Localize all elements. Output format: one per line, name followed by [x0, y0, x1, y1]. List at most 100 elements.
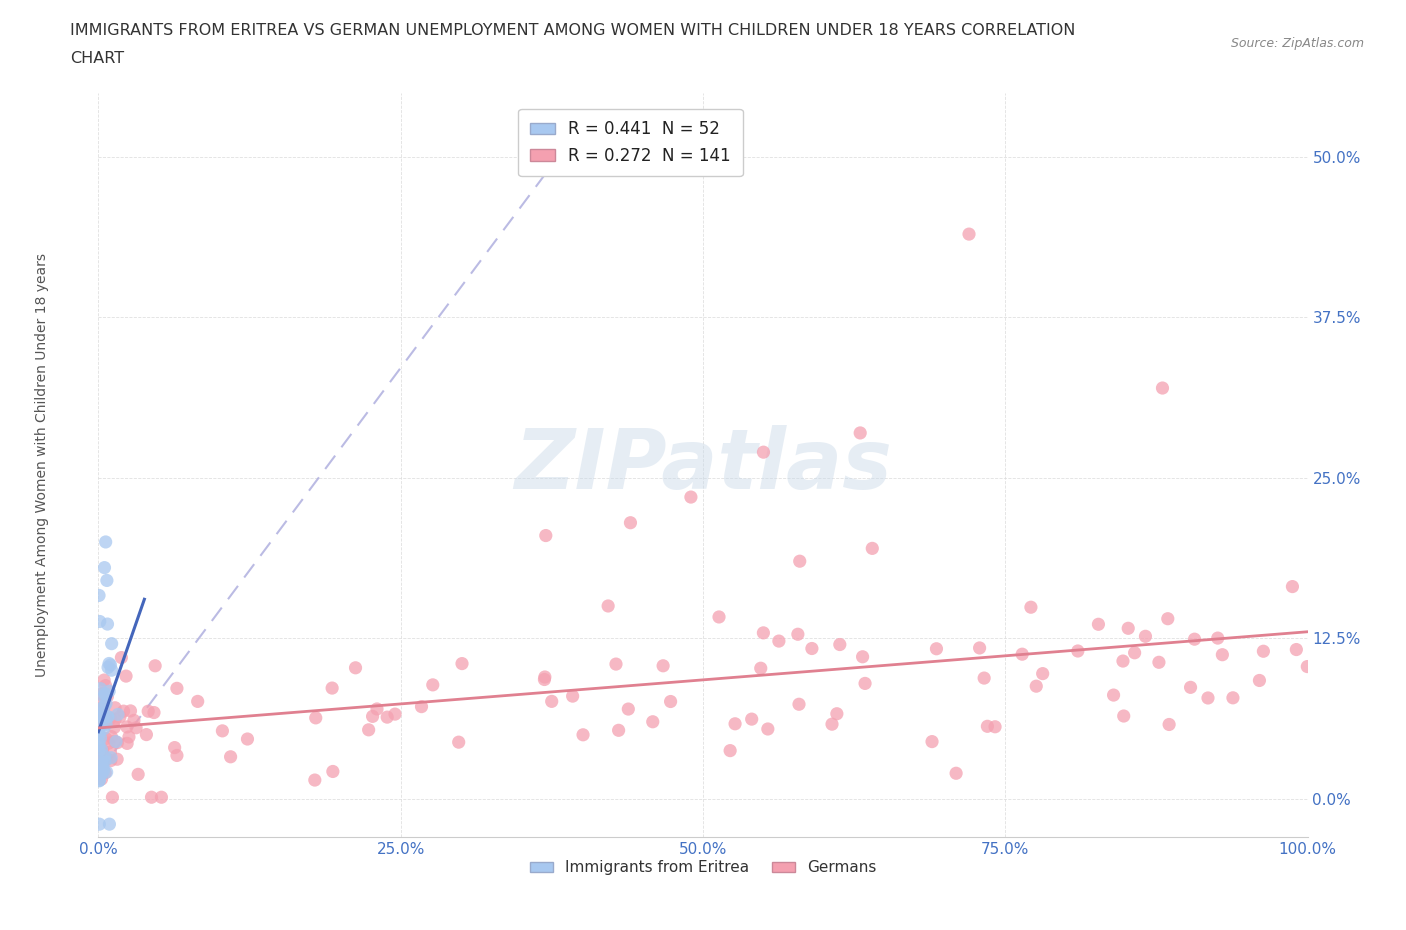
Text: Source: ZipAtlas.com: Source: ZipAtlas.com	[1230, 37, 1364, 50]
Point	[1184, 631, 1206, 646]
Point	[103, 734, 125, 749]
Point	[969, 641, 991, 656]
Point	[94, 687, 117, 702]
Point	[135, 727, 157, 742]
Point	[1249, 673, 1271, 688]
Point	[921, 734, 943, 749]
Point	[533, 672, 555, 687]
Point	[89, 712, 111, 727]
Point	[91, 708, 114, 723]
Point	[707, 609, 730, 624]
Text: Unemployment Among Women with Children Under 18 years: Unemployment Among Women with Children U…	[35, 253, 49, 677]
Point	[1135, 629, 1157, 644]
Point	[93, 762, 115, 777]
Point	[1147, 655, 1170, 670]
Point	[105, 751, 128, 766]
Point	[976, 719, 998, 734]
Point	[211, 724, 233, 738]
Point	[97, 710, 120, 724]
Point	[973, 671, 995, 685]
Point	[789, 553, 811, 568]
Point	[641, 714, 664, 729]
Point	[752, 625, 775, 640]
Point	[1112, 654, 1135, 669]
Point	[768, 633, 790, 648]
Point	[1253, 644, 1275, 658]
Text: ZIPatlas: ZIPatlas	[515, 424, 891, 506]
Point	[366, 701, 388, 716]
Point	[100, 658, 122, 672]
Point	[94, 678, 117, 693]
Point	[94, 686, 117, 701]
Point	[87, 588, 110, 603]
Point	[96, 751, 118, 766]
Point	[104, 700, 127, 715]
Point	[752, 445, 775, 459]
Point	[756, 722, 779, 737]
Point	[821, 717, 844, 732]
Point	[607, 723, 630, 737]
Point	[925, 642, 948, 657]
Point	[849, 426, 872, 441]
Point	[89, 773, 111, 788]
Point	[605, 657, 627, 671]
Point	[97, 736, 120, 751]
Point	[91, 702, 114, 717]
Point	[534, 528, 557, 543]
Point	[860, 541, 883, 556]
Point	[344, 660, 367, 675]
Point	[90, 766, 112, 781]
Point	[143, 705, 166, 720]
Point	[89, 750, 111, 764]
Point	[91, 710, 114, 724]
Point	[321, 681, 343, 696]
Point	[97, 660, 120, 675]
Point	[90, 766, 112, 781]
Point	[98, 817, 121, 831]
Point	[100, 636, 122, 651]
Point	[236, 732, 259, 747]
Text: CHART: CHART	[70, 51, 124, 66]
Point	[741, 711, 763, 726]
Point	[136, 704, 159, 719]
Point	[98, 656, 121, 671]
Point	[110, 650, 132, 665]
Point	[411, 699, 433, 714]
Point	[1159, 717, 1181, 732]
Point	[105, 734, 128, 749]
Point	[115, 720, 138, 735]
Point	[1112, 709, 1135, 724]
Point	[91, 754, 114, 769]
Point	[100, 751, 122, 765]
Point	[87, 738, 110, 753]
Point	[87, 725, 110, 740]
Point	[166, 681, 188, 696]
Point	[91, 763, 114, 777]
Point	[94, 717, 117, 732]
Point	[127, 767, 149, 782]
Point	[598, 599, 620, 614]
Point	[718, 743, 741, 758]
Point	[322, 764, 344, 779]
Point	[187, 694, 209, 709]
Point	[749, 661, 772, 676]
Point	[87, 727, 110, 742]
Point	[679, 489, 702, 504]
Point	[1157, 611, 1180, 626]
Point	[93, 698, 115, 713]
Point	[91, 695, 114, 710]
Point	[91, 746, 114, 761]
Point	[828, 637, 851, 652]
Point	[118, 729, 141, 744]
Point	[384, 707, 406, 722]
Point	[90, 742, 112, 757]
Point	[1285, 642, 1308, 657]
Point	[91, 716, 114, 731]
Point	[125, 721, 148, 736]
Point	[150, 790, 173, 804]
Point	[101, 790, 124, 804]
Point	[90, 701, 112, 716]
Point	[91, 757, 114, 772]
Point	[100, 745, 122, 760]
Point	[786, 627, 808, 642]
